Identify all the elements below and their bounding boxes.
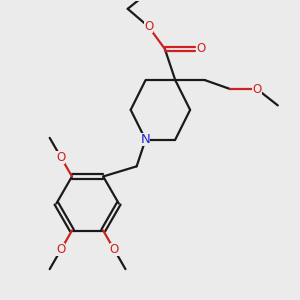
Text: O: O [252, 82, 262, 96]
Text: O: O [196, 42, 205, 56]
Text: O: O [110, 243, 119, 256]
Text: O: O [144, 20, 153, 33]
Text: N: N [141, 133, 150, 146]
Text: O: O [56, 243, 65, 256]
Text: O: O [56, 151, 65, 164]
